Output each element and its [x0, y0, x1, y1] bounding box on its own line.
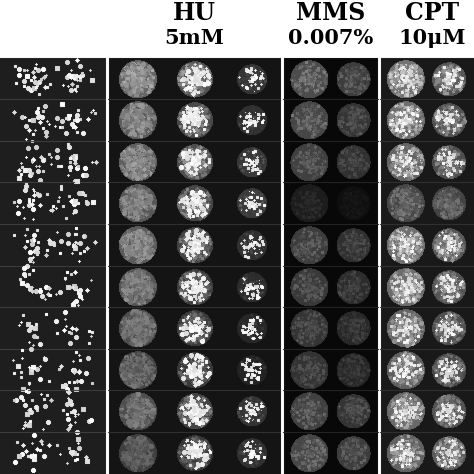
Text: 10μM: 10μM: [398, 28, 466, 48]
Text: 0.007%: 0.007%: [288, 28, 374, 48]
Text: CPT: CPT: [405, 1, 459, 25]
Text: MMS: MMS: [296, 1, 365, 25]
Text: HU: HU: [173, 1, 216, 25]
Text: 5mM: 5mM: [164, 28, 224, 48]
